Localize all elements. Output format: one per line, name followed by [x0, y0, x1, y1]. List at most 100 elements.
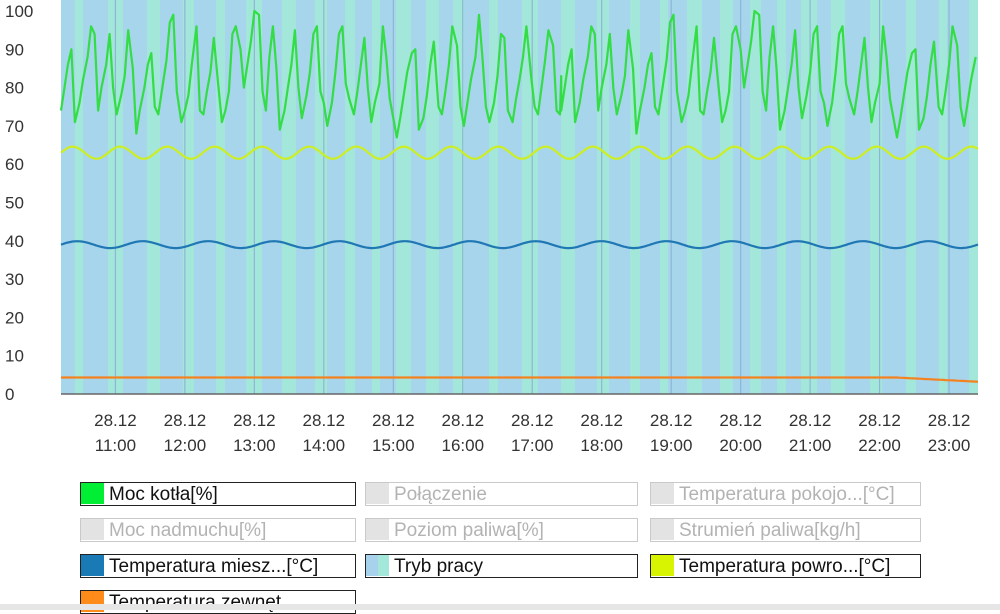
x-tick-date: 28.12: [928, 411, 971, 430]
series-layer: [59, 9, 979, 383]
series-line: [60, 240, 979, 250]
chart-area: 0 10 20 30 40 50 60 70 80 90 100 28.12 11:00 28.12 12…: [5, 0, 979, 455]
y-tick-label: 100: [5, 2, 33, 21]
y-tick-label: 70: [5, 117, 24, 136]
band-stripe: [216, 0, 225, 394]
band-stripe: [561, 0, 575, 394]
legend-label: Moc nadmuchu[%]: [109, 520, 267, 541]
y-tick-label: 80: [5, 79, 24, 98]
x-tick-date: 28.12: [303, 411, 346, 430]
band-stripe: [282, 0, 296, 394]
x-tick-date: 28.12: [233, 411, 276, 430]
band-stripe: [630, 0, 640, 394]
x-tick-date: 28.12: [164, 411, 207, 430]
x-tick-time: 19:00: [650, 436, 693, 455]
band-stripe: [660, 0, 668, 394]
legend-item[interactable]: Temperatura miesz...[°C]: [80, 554, 356, 578]
band-stripe: [720, 0, 733, 394]
band-stripe: [426, 0, 439, 394]
band-stripe: [801, 0, 817, 394]
y-tick-label: 0: [5, 385, 14, 404]
legend-swatch: [366, 519, 389, 540]
legend-label: Tryb pracy: [394, 556, 484, 577]
legend-item[interactable]: Połączenie: [365, 482, 638, 506]
x-tick-date: 28.12: [511, 411, 554, 430]
band-stripe: [969, 0, 978, 394]
legend-item[interactable]: Moc nadmuchu[%]: [80, 518, 356, 542]
band-stripe: [315, 0, 327, 394]
legend-swatch: [81, 555, 104, 576]
legend-swatch: [366, 555, 389, 576]
band-stripe: [396, 0, 411, 394]
band-stripe: [183, 0, 194, 394]
x-tick-time: 16:00: [441, 436, 484, 455]
x-tick-date: 28.12: [650, 411, 693, 430]
series-line: [59, 9, 977, 139]
x-tick-time: 14:00: [303, 436, 346, 455]
legend-label: Poziom paliwa[%]: [394, 520, 544, 541]
legend-item[interactable]: Tryb pracy: [365, 554, 638, 578]
y-tick-label: 20: [5, 308, 24, 327]
x-tick-date: 28.12: [441, 411, 484, 430]
band-stripe: [147, 0, 160, 394]
legend-item[interactable]: Temperatura zewnęt...: [80, 590, 356, 614]
legend-item[interactable]: Temperatura powro...[°C]: [650, 554, 921, 578]
y-axis-ticks: 0 10 20 30 40 50 60 70 80 90 100: [5, 2, 33, 404]
x-tick-date: 28.12: [789, 411, 832, 430]
band-stripe: [687, 0, 702, 394]
band-stripe: [345, 0, 355, 394]
legend-swatch: [81, 483, 104, 504]
x-tick-time: 13:00: [233, 436, 276, 455]
band-stripe: [939, 0, 947, 394]
y-tick-label: 10: [5, 347, 24, 366]
legend-swatch: [651, 483, 674, 504]
y-tick-label: 50: [5, 194, 24, 213]
band-stripe: [75, 0, 83, 394]
legend-label: Temperatura pokojo...[°C]: [679, 484, 895, 505]
series-line: [61, 376, 979, 383]
x-tick-date: 28.12: [94, 411, 137, 430]
band-stripe: [453, 0, 464, 394]
legend-swatch: [366, 483, 389, 504]
legend-item[interactable]: Strumień paliwa[kg/h]: [650, 518, 921, 542]
x-axis-ticks: 28.12 11:00 28.12 12:00 28.12 13:00 28.12 14:00…: [94, 411, 970, 455]
band-stripe: [777, 0, 786, 394]
tryb-pracy-background: [61, 0, 978, 394]
legend-label: Połączenie: [394, 484, 487, 505]
band-stripe: [750, 0, 761, 394]
x-tick-time: 20:00: [719, 436, 762, 455]
legend-label: Temperatura miesz...[°C]: [109, 556, 319, 577]
band-base: [61, 0, 978, 394]
x-tick-time: 23:00: [928, 436, 971, 455]
band-stripe: [831, 0, 845, 394]
x-tick-time: 22:00: [858, 436, 901, 455]
legend-label: Temperatura zewnęt...: [109, 592, 297, 613]
legend-swatch: [651, 555, 674, 576]
x-tick-time: 21:00: [789, 436, 832, 455]
x-tick-time: 17:00: [511, 436, 554, 455]
y-tick-label: 40: [5, 232, 24, 251]
y-tick-label: 30: [5, 270, 24, 289]
x-tick-date: 28.12: [580, 411, 623, 430]
legend-item[interactable]: Moc kotła[%]: [80, 482, 356, 506]
legend-swatch: [81, 519, 104, 540]
x-tick-time: 11:00: [95, 436, 136, 455]
legend-item[interactable]: Poziom paliwa[%]: [365, 518, 638, 542]
x-tick-date: 28.12: [372, 411, 415, 430]
band-stripe: [489, 0, 498, 394]
x-tick-date: 28.12: [858, 411, 901, 430]
x-tick-time: 12:00: [164, 436, 207, 455]
legend-label: Strumień paliwa[kg/h]: [679, 520, 861, 541]
x-tick-date: 28.12: [719, 411, 762, 430]
legend-label: Temperatura powro...[°C]: [679, 556, 891, 577]
band-stripe: [372, 0, 380, 394]
legend-label: Moc kotła[%]: [109, 484, 218, 505]
x-tick-time: 15:00: [372, 436, 415, 455]
series-line: [60, 145, 979, 160]
band-stripe: [906, 0, 916, 394]
bottom-edge: [0, 604, 1000, 610]
legend-swatch: [651, 519, 674, 540]
y-tick-label: 60: [5, 155, 24, 174]
legend-item[interactable]: Temperatura pokojo...[°C]: [650, 482, 921, 506]
x-tick-time: 18:00: [580, 436, 623, 455]
